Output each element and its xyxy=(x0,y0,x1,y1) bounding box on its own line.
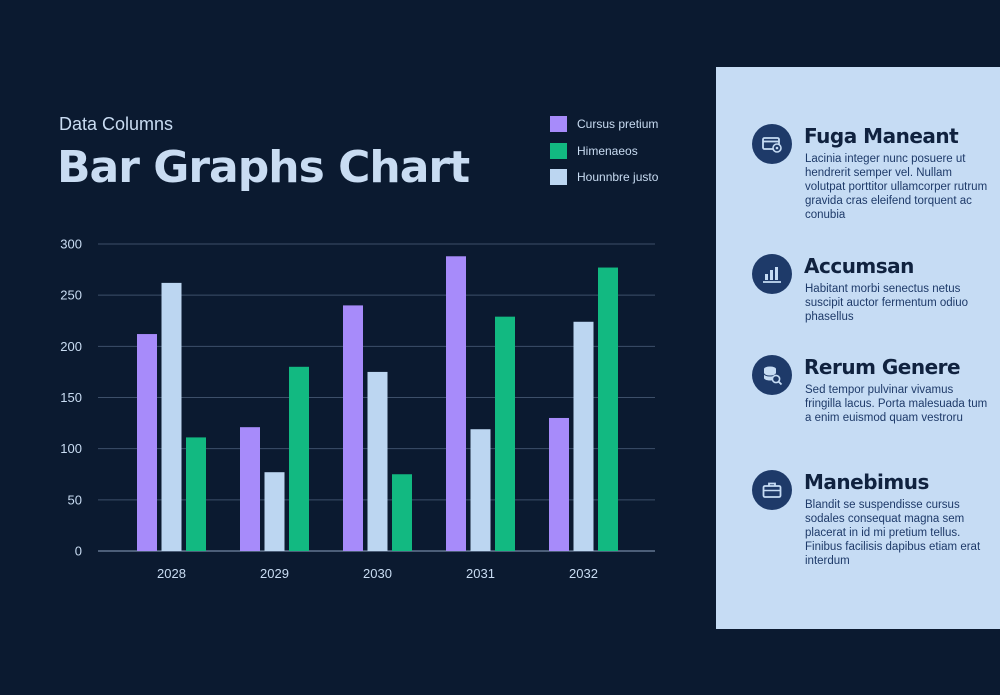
legend-label: Hounnbre justo xyxy=(577,170,659,184)
bar xyxy=(598,267,618,551)
legend: Cursus pretium Himenaeos Hounnbre justo xyxy=(550,116,658,196)
y-tick-label: 100 xyxy=(60,441,82,456)
x-tick-label: 2028 xyxy=(157,566,186,581)
feature-title: Rerum Genere xyxy=(804,355,961,379)
legend-swatch xyxy=(550,116,567,132)
feature-text: Sed tempor pulvinar vivamus fringilla la… xyxy=(805,384,988,424)
bar xyxy=(240,427,260,551)
database-search-icon xyxy=(752,355,792,395)
x-tick-label: 2029 xyxy=(260,566,289,581)
legend-swatch xyxy=(550,142,567,159)
info-panel: Fuga Maneant Lacinia integer nunc posuer… xyxy=(716,67,1000,629)
bar xyxy=(137,334,157,551)
legend-swatch xyxy=(550,169,567,185)
bar xyxy=(161,282,182,551)
x-tick-label: 2030 xyxy=(363,566,392,581)
x-tick-label: 2031 xyxy=(466,566,495,581)
bar xyxy=(549,417,569,551)
legend-item: Cursus pretium xyxy=(550,116,658,132)
card-settings-icon xyxy=(752,124,792,164)
bar xyxy=(343,305,363,551)
bar xyxy=(289,366,309,551)
feature-text: Lacinia integer nunc posuere ut hendreri… xyxy=(805,153,988,221)
y-tick-label: 300 xyxy=(60,237,82,252)
legend-item: Himenaeos xyxy=(550,142,658,159)
feature-text: Habitant morbi senectus netus suscipit a… xyxy=(805,283,968,323)
y-tick-label: 0 xyxy=(75,544,82,559)
bar xyxy=(446,256,466,551)
legend-item: Hounnbre justo xyxy=(550,169,658,185)
bar xyxy=(392,474,412,551)
y-tick-label: 150 xyxy=(60,390,82,405)
bar xyxy=(367,371,388,551)
chart-title: Bar Graphs Chart xyxy=(57,142,470,193)
x-tick-label: 2032 xyxy=(569,566,598,581)
chart-subtitle: Data Columns xyxy=(59,114,174,134)
feature-text: Blandit se suspendisse cursus sodales co… xyxy=(805,499,981,567)
briefcase-icon xyxy=(752,470,792,510)
bar xyxy=(573,321,594,551)
legend-label: Cursus pretium xyxy=(577,117,659,131)
y-tick-label: 200 xyxy=(60,339,82,354)
legend-label: Himenaeos xyxy=(577,143,638,158)
bar-chart-icon xyxy=(752,254,792,294)
feature-title: Manebimus xyxy=(804,470,929,494)
y-tick-label: 50 xyxy=(68,492,82,507)
feature-title: Accumsan xyxy=(804,254,914,278)
bar-chart: 0 50 100 150 200 250 300 2028 2029 2030 2031 2032 xyxy=(60,237,655,581)
bar xyxy=(264,472,285,551)
feature-title: Fuga Maneant xyxy=(804,124,959,148)
bar xyxy=(186,437,206,551)
bar xyxy=(470,429,491,551)
y-tick-label: 250 xyxy=(60,288,82,303)
bar xyxy=(495,316,515,551)
